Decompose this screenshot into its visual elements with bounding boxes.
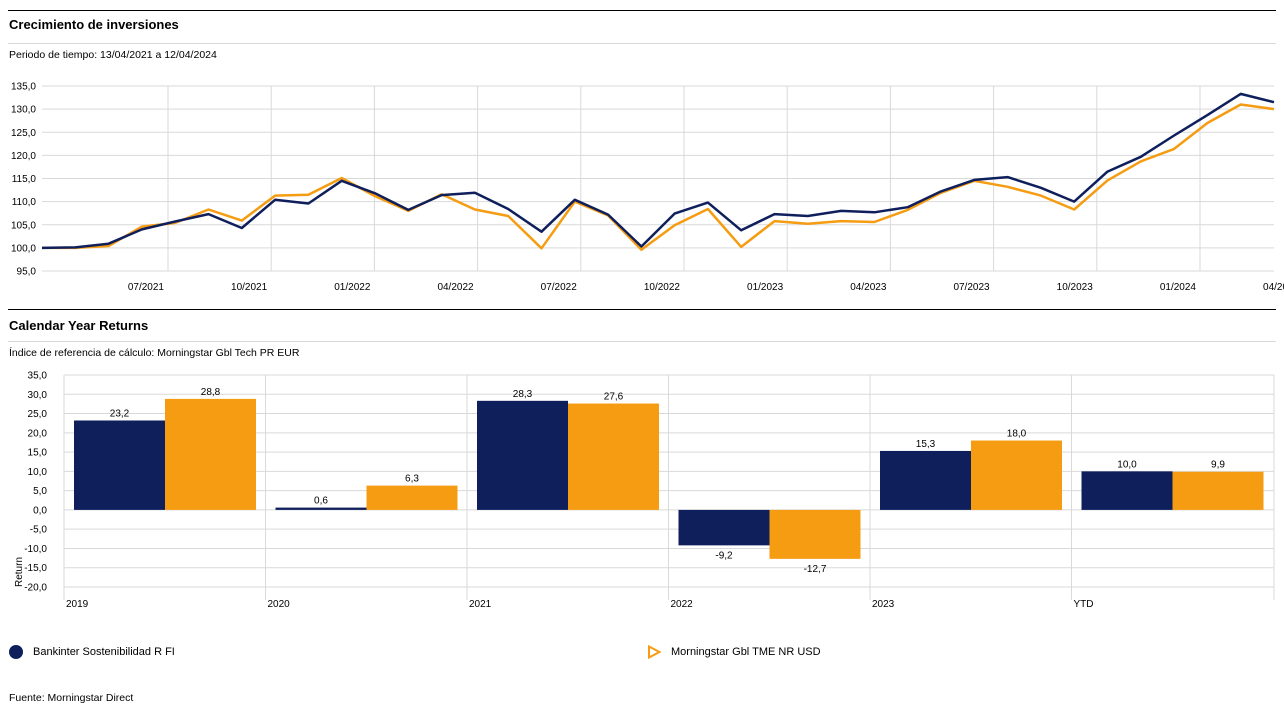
line-x-tick-label: 01/2023 <box>747 282 784 293</box>
line-y-tick-label: 100,0 <box>11 243 36 254</box>
bar-value-label: 18,0 <box>1007 429 1027 440</box>
bar-y-tick-label: -10,0 <box>24 544 47 555</box>
bar-y-tick-label: 10,0 <box>28 467 48 478</box>
legend-index-label: Morningstar Gbl TME NR USD <box>671 646 821 658</box>
bar-y-axis-title: Return <box>14 557 25 587</box>
line-x-tick-label: 07/2023 <box>953 282 990 293</box>
bar-y-tick-label: 5,0 <box>33 486 47 497</box>
growth-title-divider <box>8 43 1276 44</box>
line-x-tick-label: 01/2022 <box>334 282 371 293</box>
bar-value-label: 28,8 <box>201 387 221 398</box>
line-y-tick-label: 115,0 <box>12 174 37 185</box>
bar-value-label: 9,9 <box>1211 460 1225 471</box>
line-series-index <box>42 103 1275 251</box>
bar-value-label: 0,6 <box>314 496 328 507</box>
line-x-tick-label: 10/2022 <box>644 282 681 293</box>
line-y-tick-label: 135,0 <box>11 82 36 93</box>
bar-index <box>1172 471 1264 510</box>
line-x-tick-label: 04/2022 <box>437 282 474 293</box>
bar-value-label: 23,2 <box>110 408 130 419</box>
bar-y-tick-label: 20,0 <box>28 428 48 439</box>
source-note: Fuente: Morningstar Direct <box>9 692 134 704</box>
section-rule <box>8 309 1276 310</box>
bar-category-label: YTD <box>1074 599 1094 610</box>
bar-value-label: 6,3 <box>405 474 419 485</box>
bar-y-tick-label: 0,0 <box>33 505 47 516</box>
bar-index <box>165 398 256 510</box>
legend-fund: Bankinter Sostenibilidad R FI <box>9 645 175 659</box>
bar-y-tick-label: 15,0 <box>28 448 48 459</box>
line-x-tick-label: 04/2023 <box>850 282 887 293</box>
line-x-tick-label: 10/2021 <box>231 282 268 293</box>
returns-title: Calendar Year Returns <box>9 318 149 333</box>
bar-category-label: 2023 <box>872 599 895 610</box>
returns-title-divider <box>8 341 1276 342</box>
bar-value-label: 28,3 <box>513 389 533 400</box>
growth-period: Periodo de tiempo: 13/04/2021 a 12/04/20… <box>9 49 217 61</box>
line-x-tick-label: 07/2021 <box>128 282 165 293</box>
line-y-tick-label: 110,0 <box>12 197 37 208</box>
bar-y-tick-label: 30,0 <box>28 390 48 401</box>
line-y-tick-label: 105,0 <box>11 220 36 231</box>
bar-fund <box>1081 471 1173 510</box>
bar-fund <box>275 507 367 510</box>
bar-value-label: -9,2 <box>715 550 733 561</box>
bar-value-label: 27,6 <box>604 392 624 403</box>
bar-y-tick-label: -20,0 <box>24 583 47 594</box>
bar-value-label: 10,0 <box>1117 459 1137 470</box>
line-y-tick-label: 120,0 <box>11 151 36 162</box>
line-y-tick-label: 130,0 <box>11 105 36 116</box>
line-x-tick-label: 04/2024 <box>1263 282 1284 293</box>
bar-category-label: 2021 <box>469 599 492 610</box>
bar-value-label: -12,7 <box>804 564 827 575</box>
line-y-tick-label: 125,0 <box>11 128 36 139</box>
top-rule <box>8 10 1276 11</box>
bar-fund <box>477 400 568 510</box>
bar-index <box>366 485 458 510</box>
bar-index <box>568 403 659 510</box>
legend-fund-marker <box>9 645 23 659</box>
bar-index <box>769 509 861 559</box>
line-series-fund <box>41 92 1275 250</box>
bar-category-label: 2019 <box>66 599 89 610</box>
bar-fund <box>74 420 165 510</box>
growth-line-chart: 135,0 130,0 125,0 120,0 115,0 110,0 105,0 100,0… <box>11 82 1284 294</box>
bar-y-tick-label: -5,0 <box>30 525 48 536</box>
bar-index <box>971 440 1062 510</box>
bar-y-tick-label: 35,0 <box>28 371 48 382</box>
bar-category-label: 2022 <box>671 599 694 610</box>
legend-index: Morningstar Gbl TME NR USD <box>647 645 821 659</box>
growth-title: Crecimiento de inversiones <box>9 17 179 32</box>
bar-category-label: 2020 <box>268 599 291 610</box>
bar-y-tick-label: 25,0 <box>28 409 48 420</box>
legend-fund-label: Bankinter Sostenibilidad R FI <box>33 646 175 658</box>
bar-fund <box>880 450 971 510</box>
bar-y-tick-label: -15,0 <box>24 563 47 574</box>
line-x-tick-label: 01/2024 <box>1160 282 1197 293</box>
line-y-tick-label: 95,0 <box>17 267 37 278</box>
line-x-tick-label: 10/2023 <box>1057 282 1094 293</box>
bar-fund <box>678 509 770 546</box>
returns-bar-chart: 35,0 30,0 25,0 20,0 15,0 10,0 5,0 0,0 -5,0 -10,0 -… <box>14 371 1275 610</box>
legend-index-marker <box>648 645 661 659</box>
line-x-tick-label: 07/2022 <box>541 282 578 293</box>
returns-benchmark: Índice de referencia de cálculo: Morning… <box>9 347 300 359</box>
bar-value-label: 15,3 <box>916 439 936 450</box>
